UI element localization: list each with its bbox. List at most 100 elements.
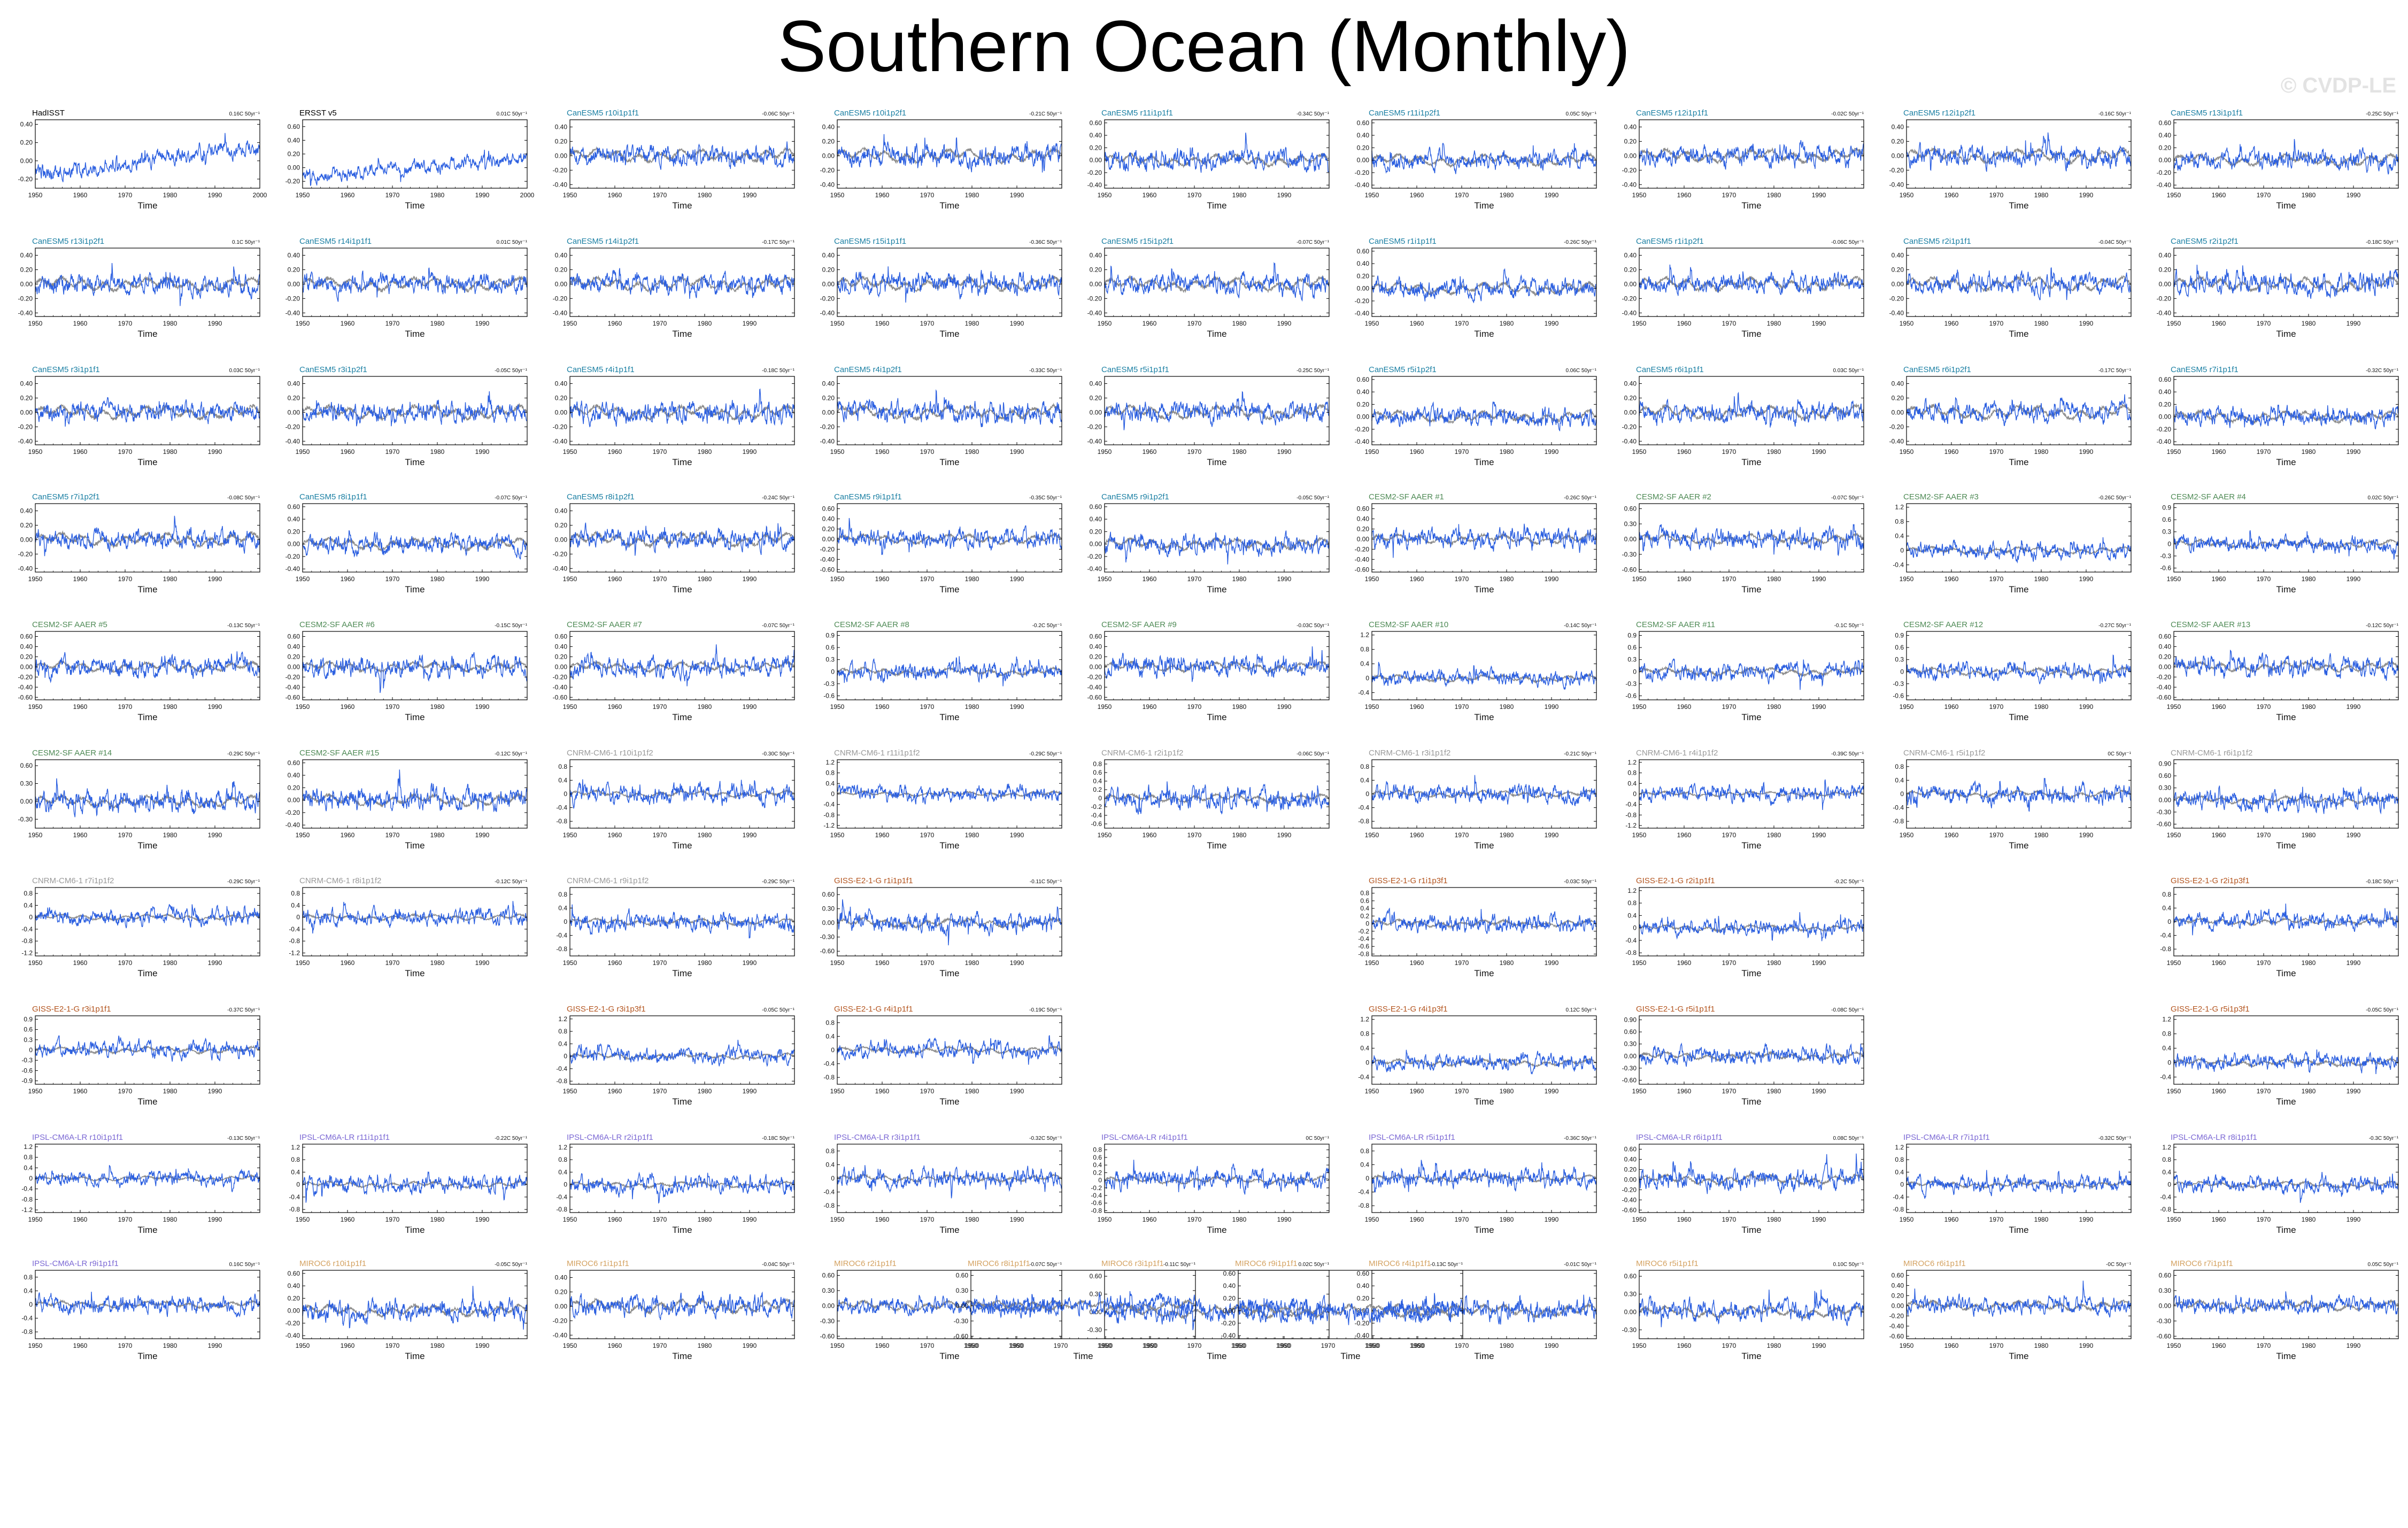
x-tick-label: 1990 [475,1342,490,1349]
y-tick-label: -1.2 [289,949,300,956]
panel-cesm2-sf-aaer-8: CESM2-SF AAER #8 -0.2C 50yr⁻¹ 0.9 0.6 0.3 0 -0… [823,620,1062,722]
x-tick-label: 1970 [1989,575,2004,583]
panel-title: IPSL-CM6A-LR r8i1p1f1 [2171,1133,2257,1142]
y-tick-label: 0.00 [822,919,835,927]
plot-frame [1639,376,1864,445]
x-tick-label: 1950 [563,1216,577,1223]
panel-miroc6-r6i1p1f1: MIROC6 r6i1p1f1 -0C 50yr⁻¹ 0.60 0.40 0.20 0.0… [1889,1259,2132,1361]
x-tick-label: 1960 [2212,1216,2226,1223]
panel-title: CanESM5 r15i1p2f1 [1101,237,1174,246]
y-tick-label: -0.40 [1355,555,1370,563]
x-tick-label: 1950 [1231,1342,1246,1349]
y-tick-label: 0.40 [555,123,568,130]
panel-trend: 0.02C 50yr⁻¹ [2367,495,2398,501]
x-tick-label: 1980 [1767,959,1781,967]
ensemble-mean-line [302,1302,528,1318]
y-tick-label: 0.20 [1090,394,1102,402]
y-tick-label: 0.60 [2159,632,2172,640]
plot-frame [1906,503,2132,573]
y-tick-label: 0.20 [1357,400,1370,408]
x-tick-label: 1950 [1365,703,1379,711]
x-tick-label: 1990 [208,575,222,583]
x-tick-label: 1990 [1812,703,1826,711]
y-tick-label: 0.00 [822,152,835,159]
series-line [2173,1291,2398,1315]
x-tick-label: 1990 [1545,1087,1559,1095]
y-tick-label: 0.4 [291,901,300,909]
panel-title: MIROC6 r1i1p1f1 [567,1259,629,1268]
x-axis-label: Time [2276,584,2296,595]
x-tick-label: 1970 [2257,959,2271,967]
y-tick-label: -0.40 [1622,309,1637,317]
y-tick-label: -0.6 [2160,564,2171,572]
x-tick-label: 1990 [1010,959,1024,967]
panel-ipsl-cm6a-lr-r5i1p1f1: IPSL-CM6A-LR r5i1p1f1 -0.36C 50yr⁻¹ 0.8 0.4… [1358,1133,1596,1235]
x-tick-label: 1990 [1812,575,1826,583]
plot-frame [1104,1270,1330,1339]
x-tick-label: 1970 [118,1342,133,1349]
y-tick-label: 0.40 [1090,515,1102,523]
plot-frame [1639,1270,1864,1339]
y-tick-label: -0.30 [820,933,835,941]
y-tick-label: 0.20 [555,137,568,145]
panel-title: CanESM5 r10i1p2f1 [834,109,906,118]
x-axis-label: Time [939,200,959,211]
y-tick-label: 0.40 [1624,1155,1637,1163]
x-tick-label: 1980 [2302,1087,2316,1095]
panel-trend: -0.12C 50yr⁻¹ [2366,623,2399,629]
x-axis-label: Time [2009,1225,2028,1235]
x-tick-label: 1980 [1500,959,1514,967]
x-tick-label: 1950 [1365,191,1379,199]
y-tick-label: 0.4 [2162,1045,2171,1052]
x-tick-label: 1990 [1812,831,1826,839]
y-tick-label: -0.8 [556,817,567,825]
x-tick-label: 1980 [965,1216,979,1223]
x-tick-label: 1970 [920,448,935,456]
y-tick-label: 0.3 [1895,656,1904,663]
y-tick-label: 0.8 [2162,1156,2171,1163]
y-tick-label: 0.4 [291,1168,300,1176]
y-tick-label: -1.2 [1625,822,1637,829]
plot-frame [569,631,795,700]
y-tick-label: 0 [1633,924,1637,932]
x-axis-label: Time [2009,840,2028,851]
x-tick-label: 1960 [608,831,622,839]
y-tick-label: 0.40 [1090,132,1102,139]
panel-cnrm-cm6-1-r10i1p1f2: CNRM-CM6-1 r10i1p1f2 -0.30C 50yr⁻¹ 0.8 0.4 0… [556,748,794,851]
plot-frame [35,503,260,573]
y-tick-label: 0.40 [288,251,300,259]
y-tick-label: 0.60 [288,503,300,511]
panel-title: CanESM5 r13i1p2f1 [32,237,104,246]
panel-giss-e2-1-g-r1i1p3f1: GISS-E2-1-G r1i1p3f1 -0.03C 50yr⁻¹0.80.60… [1358,876,1596,978]
x-tick-label: 1960 [608,320,622,327]
series-line [1906,537,2131,564]
x-tick-label: 1950 [1632,1216,1647,1223]
x-tick-label: 1990 [1812,1342,1826,1349]
y-tick-label: 0 [1900,1181,1904,1189]
x-tick-label: 1980 [1500,575,1514,583]
y-tick-label: -0.20 [285,423,300,430]
panel-trend: -0.18C 50yr⁻¹ [2366,879,2399,885]
panel-ipsl-cm6a-lr-r6i1p1f1: IPSL-CM6A-LR r6i1p1f1 0.08C 50yr⁻¹ 0.60 0.4… [1622,1133,1864,1235]
y-tick-label: -0.20 [1622,1186,1637,1193]
y-tick-label: 0.60 [1090,632,1102,640]
plot-frame [1906,1144,2132,1213]
x-tick-label: 1970 [920,1342,935,1349]
ensemble-mean-line [837,146,1062,165]
panel-cesm2-sf-aaer-3: CESM2-SF AAER #3 -0.26C 50yr⁻¹ 1.2 0.8 0.4 0 -… [1893,492,2132,595]
x-tick-label: 1950 [296,1216,310,1223]
x-tick-label: 1980 [163,320,177,327]
y-tick-label: 0.60 [2159,119,2172,127]
y-tick-label: 0.4 [2162,904,2171,912]
x-tick-label: 1970 [653,703,667,711]
x-axis-label: Time [1073,1351,1093,1361]
y-tick-label: 0.00 [1624,280,1637,288]
series-line [2173,139,2398,175]
x-tick-label: 1980 [163,959,177,967]
x-tick-label: 1980 [1767,831,1781,839]
series-line [1371,662,1596,690]
x-tick-label: 1970 [920,575,935,583]
x-tick-label: 1990 [475,959,490,967]
ensemble-mean-line [2173,1299,2399,1313]
x-tick-label: 1970 [1187,320,1202,327]
